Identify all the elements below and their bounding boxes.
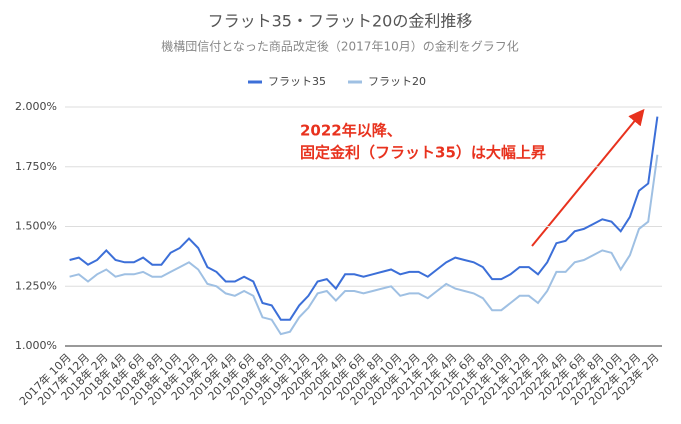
chart-subtitle: 機構団信付となった商品改定後（2017年10月）の金利をグラフ化 [161,39,518,54]
arrow [531,108,645,247]
series-line [69,116,659,321]
y-tick-label: 1.500% [15,220,57,233]
annotation: 2022年以降、 [300,122,402,140]
series-line [69,154,659,336]
y-tick-label: 1.000% [15,339,57,352]
annotation: 固定金利（フラット35）は大幅上昇 [300,144,546,162]
y-tick-label: 2.000% [15,100,57,113]
legend-label: フラット35 [268,75,326,88]
chart-title: フラット35・フラット20の金利推移 [208,12,473,31]
y-tick-label: 1.750% [15,160,57,173]
legend-label: フラット20 [368,75,426,88]
y-tick-label: 1.250% [15,279,57,292]
